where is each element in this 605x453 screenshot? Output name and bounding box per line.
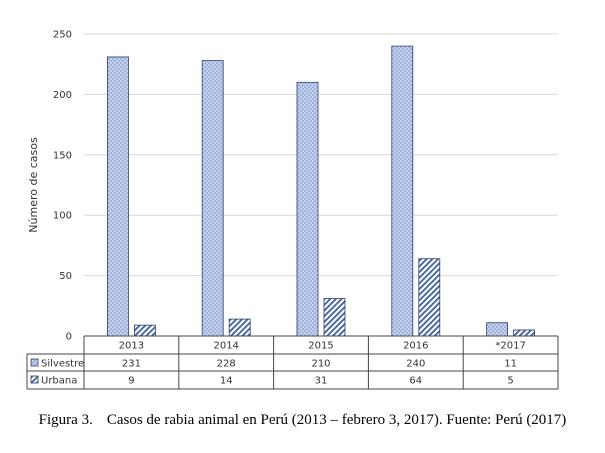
data-cell-urbana: 31 xyxy=(315,376,328,387)
bar-chart: 0 50 100 150 200 250 2013 2014 2015 2016 *2017 Sil… xyxy=(26,30,559,390)
data-cell-silvestre: 210 xyxy=(311,359,330,370)
bar-silvestre-2015 xyxy=(296,81,319,337)
bar-urbana-2015 xyxy=(323,298,346,337)
bar-urbana-2014 xyxy=(228,318,251,337)
bar-urbana-2016 xyxy=(418,258,441,337)
legend-label-silvestre: Silvestre xyxy=(41,359,84,370)
y-tick-label: 200 xyxy=(53,90,72,101)
y-tick-label: 250 xyxy=(53,30,72,41)
bar-urbana-2017 xyxy=(513,329,535,337)
x-tick-label: 2014 xyxy=(213,341,238,352)
bar-silvestre-2013 xyxy=(107,56,129,337)
data-cell-silvestre: 231 xyxy=(122,359,141,370)
y-tick-label: 0 xyxy=(66,332,72,343)
gridlines xyxy=(84,33,558,337)
y-tick-label: 150 xyxy=(53,150,72,161)
figure-caption-label: Figura 3. xyxy=(38,412,93,428)
data-table: 2013 2014 2015 2016 *2017 Silvestre 231 228 210 2… xyxy=(26,335,559,390)
legend-label-urbana: Urbana xyxy=(41,376,77,387)
bar-urbana-2013 xyxy=(133,324,156,337)
y-tick-label: 100 xyxy=(53,211,72,222)
y-axis-label: Número de casos xyxy=(27,137,40,233)
data-cell-urbana: 14 xyxy=(220,376,233,387)
y-axis: 0 50 100 150 200 250 xyxy=(53,30,72,343)
x-tick-label: 2015 xyxy=(308,341,333,352)
figure-caption-text: Casos de rabia animal en Perú (2013 – fe… xyxy=(106,412,567,428)
data-cell-silvestre: 11 xyxy=(504,359,517,370)
data-cell-silvestre: 228 xyxy=(217,359,236,370)
x-tick-label: *2017 xyxy=(495,341,525,352)
data-cell-urbana: 9 xyxy=(128,376,134,387)
figure-caption: Figura 3. Casos de rabia animal en Perú (… xyxy=(0,412,605,429)
data-cell-urbana: 5 xyxy=(507,376,513,387)
bar-silvestre-2016 xyxy=(391,45,414,337)
y-tick-label: 50 xyxy=(59,271,72,282)
data-cell-silvestre: 240 xyxy=(406,359,425,370)
legend-swatch-silvestre xyxy=(30,358,39,367)
x-tick-label: 2016 xyxy=(403,341,428,352)
legend-swatch-urbana xyxy=(30,375,39,384)
x-tick-label: 2013 xyxy=(119,341,144,352)
bar-silvestre-2017 xyxy=(486,322,509,337)
bar-silvestre-2014 xyxy=(201,60,224,337)
data-cell-urbana: 64 xyxy=(409,376,422,387)
bars xyxy=(107,45,535,337)
